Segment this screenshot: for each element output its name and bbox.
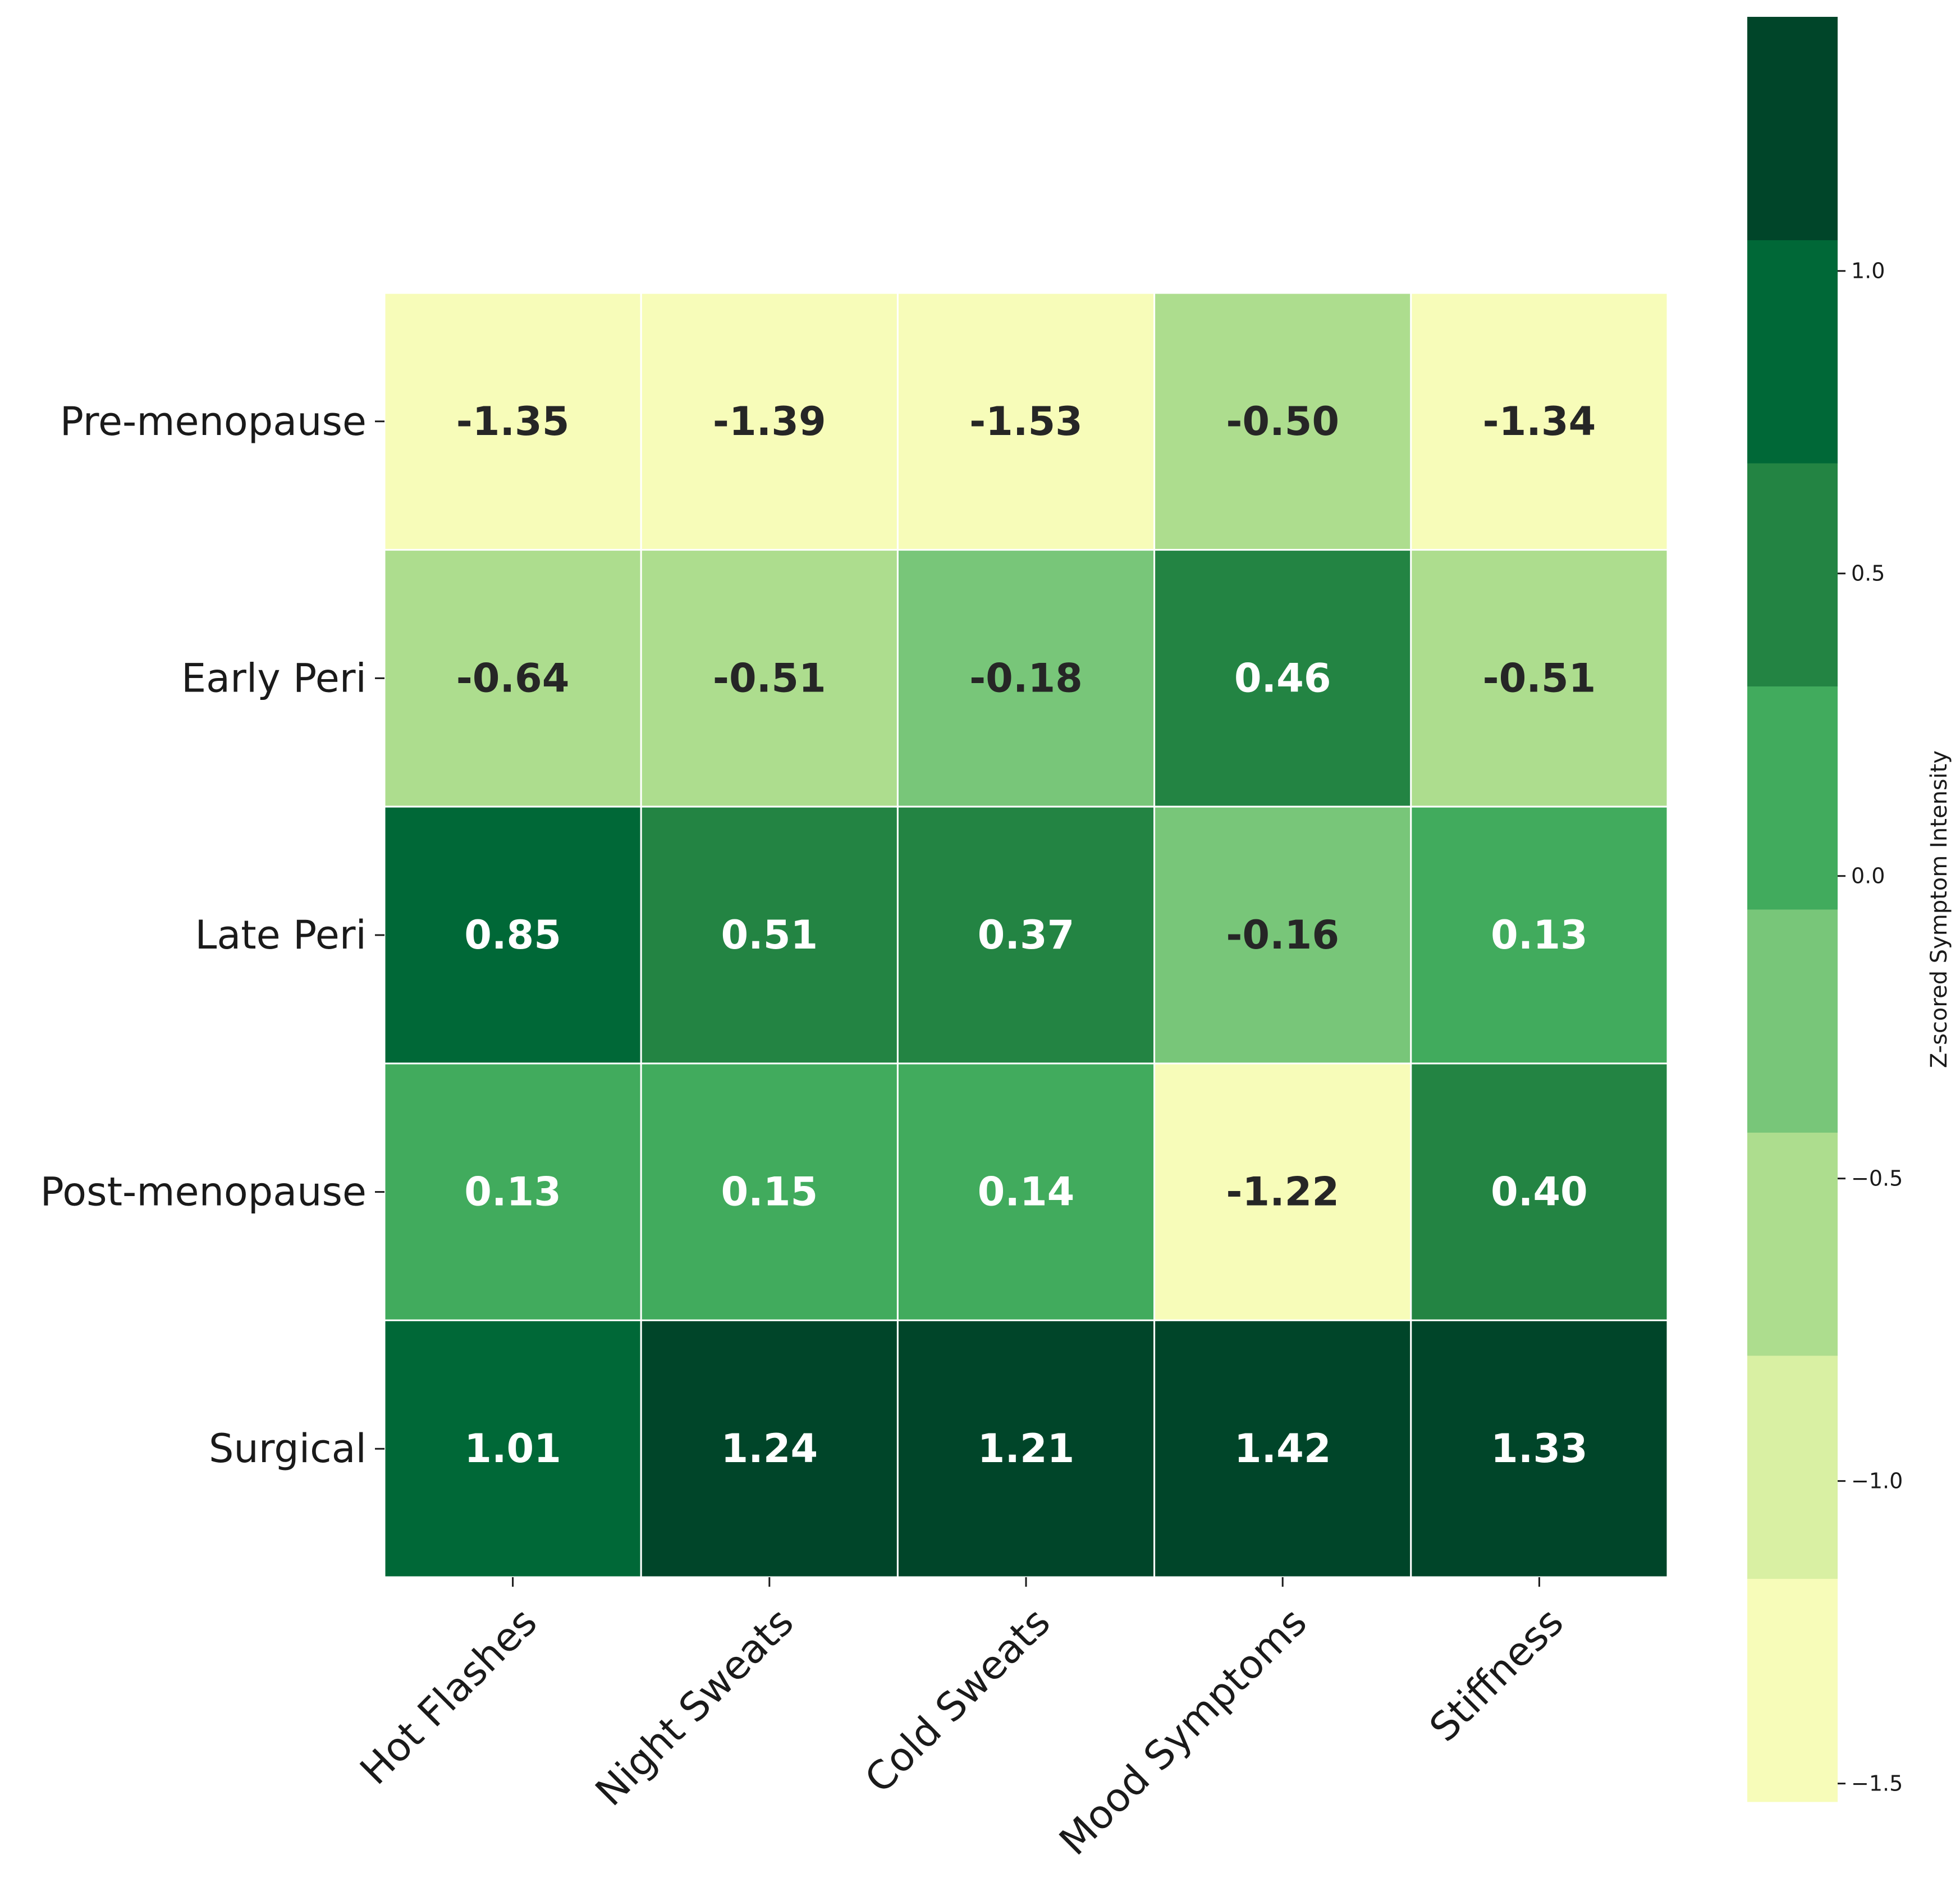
cell-value-label: 0.15: [721, 1169, 818, 1215]
cell-value-label: -1.22: [1226, 1169, 1339, 1215]
cell-value-label: -0.16: [1226, 912, 1339, 958]
cell-value-label: 0.85: [464, 912, 561, 958]
heatmap-cell: [896, 1319, 1156, 1578]
cell-value-label: 1.01: [464, 1426, 561, 1472]
heatmap-cell: [1153, 805, 1412, 1065]
heatmap-cell: [640, 1319, 899, 1578]
colorbar-tick-label: 1.0: [1851, 259, 1885, 283]
cell-value-label: -1.53: [969, 399, 1083, 445]
colorbar-segment: [1747, 1355, 1838, 1579]
heatmap-cell: [896, 1062, 1156, 1321]
heatmap-cell: [896, 805, 1156, 1065]
cell-value-label: -0.18: [969, 655, 1083, 701]
colorbar-segment: [1747, 686, 1838, 910]
colorbar-tick-label: 0.0: [1851, 864, 1885, 888]
heatmap-cell: [896, 549, 1156, 808]
cell-value-label: 1.21: [978, 1426, 1075, 1472]
cell-value-label: -0.51: [1483, 655, 1596, 701]
heatmap-cell: [383, 292, 642, 551]
heatmap-cell: [640, 1062, 899, 1321]
colorbar-tick-label: −0.5: [1851, 1166, 1903, 1191]
cell-value-label: 0.13: [464, 1169, 561, 1215]
y-axis: Pre-menopause Early Peri Late Peri Post-men…: [40, 399, 384, 1472]
cell-value-label: 1.42: [1234, 1426, 1331, 1472]
heatmap-cell: [1410, 549, 1669, 808]
cell-value-label: 1.33: [1491, 1426, 1588, 1472]
heatmap-cell: [640, 292, 899, 551]
heatmap-cell-labels: -1.35 -1.39 -1.53 -0.50 -1.34 -0.64 -0.51 -0.18…: [456, 399, 1596, 1472]
cell-value-label: -0.51: [713, 655, 826, 701]
heatmap-cell: [640, 805, 899, 1065]
cell-value-label: -1.35: [456, 399, 570, 445]
heatmap-cell: [1410, 805, 1669, 1065]
cell-value-label: 0.37: [978, 912, 1075, 958]
x-tick-label: Cold Sweats: [856, 1599, 1059, 1802]
colorbar-label: Z-scored Symptom Intensity: [1926, 750, 1952, 1068]
heatmap-cell: [640, 549, 899, 808]
colorbar: 1.0 0.5 0.0 −0.5 −1.0 −1.5 Z-scored Symptom In…: [1747, 17, 1952, 1802]
cell-value-label: 1.24: [721, 1426, 818, 1472]
colorbar-tick-label: −1.5: [1851, 1771, 1903, 1796]
cell-value-label: 0.40: [1491, 1169, 1588, 1215]
y-tick-label: Early Peri: [181, 655, 367, 701]
colorbar-segment: [1747, 17, 1838, 240]
cell-value-label: 0.13: [1491, 912, 1588, 958]
colorbar-segment: [1747, 240, 1838, 464]
heatmap-cell: [383, 1319, 642, 1578]
x-tick-label: Night Sweats: [587, 1599, 803, 1815]
heatmap-cells: [383, 292, 1669, 1578]
x-tick-label: Stiffness: [1421, 1599, 1572, 1751]
x-tick-label: Hot Flashes: [351, 1599, 546, 1794]
cell-value-label: 0.14: [978, 1169, 1075, 1215]
y-tick-label: Pre-menopause: [60, 399, 367, 445]
cell-value-label: 0.46: [1234, 655, 1331, 701]
colorbar-tick-label: 0.5: [1851, 561, 1885, 586]
heatmap-cell: [896, 292, 1156, 551]
cell-value-label: -1.34: [1483, 399, 1596, 445]
y-tick-label: Late Peri: [195, 912, 367, 958]
heatmap-cell: [1410, 1062, 1669, 1321]
heatmap-cell: [1410, 1319, 1669, 1578]
colorbar-segment: [1747, 463, 1838, 686]
cell-value-label: 0.51: [721, 912, 818, 958]
colorbar-segment: [1747, 909, 1838, 1133]
heatmap-cell: [1410, 292, 1669, 551]
heatmap-cell: [1153, 1062, 1412, 1321]
y-tick-label: Surgical: [209, 1426, 367, 1472]
colorbar-segment: [1747, 1578, 1838, 1802]
heatmap-cell: [1153, 292, 1412, 551]
cell-value-label: -1.39: [713, 399, 826, 445]
colorbar-tick-label: −1.0: [1851, 1469, 1903, 1494]
cell-value-label: -0.50: [1226, 399, 1339, 445]
x-tick-label: Mood Symptoms: [1051, 1599, 1316, 1864]
colorbar-segment: [1747, 1132, 1838, 1356]
cell-value-label: -0.64: [456, 655, 570, 701]
y-tick-label: Post-menopause: [40, 1169, 367, 1215]
heatmap-cell: [383, 549, 642, 808]
